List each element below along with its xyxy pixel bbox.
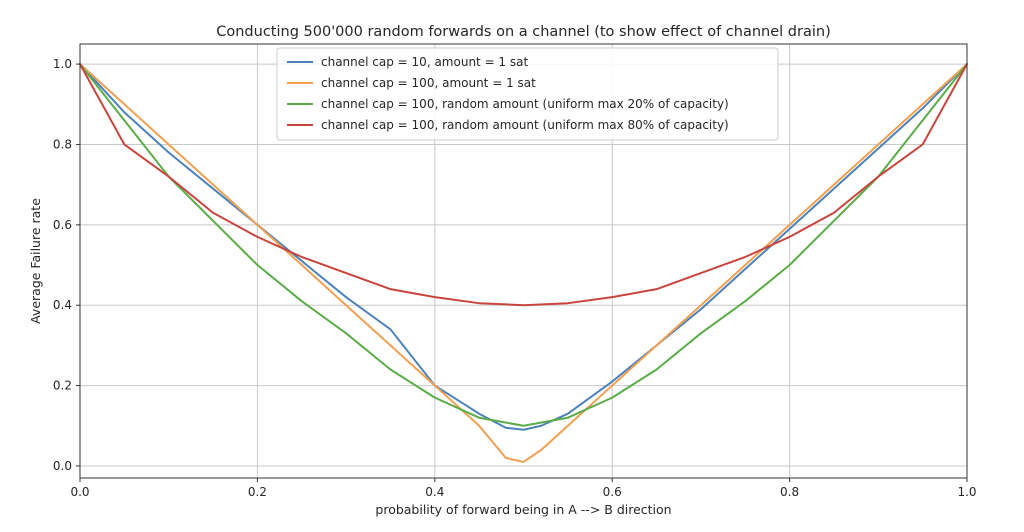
y-tick-label: 0.8 — [53, 137, 72, 151]
x-tick-label: 0.2 — [248, 485, 267, 499]
x-axis-label: probability of forward being in A --> B … — [375, 502, 671, 517]
x-axis-ticks: 0.0 0.2 0.4 0.6 0.8 1.0 — [70, 478, 977, 499]
x-tick-label: 0.6 — [603, 485, 622, 499]
y-axis-ticks: 0.0 0.2 0.4 0.6 0.8 1.0 — [53, 57, 80, 473]
legend-entry-label: channel cap = 100, random amount (unifor… — [321, 97, 729, 111]
y-tick-label: 0.4 — [53, 298, 72, 312]
chart-title: Conducting 500'000 random forwards on a … — [216, 24, 830, 40]
y-tick-label: 1.0 — [53, 57, 72, 71]
legend: channel cap = 10, amount = 1 sat channel … — [276, 47, 779, 141]
series-line-2 — [79, 63, 968, 463]
y-axis-label: Average Failure rate — [28, 198, 43, 324]
plot-frame — [79, 43, 968, 479]
series-line-4 — [79, 63, 968, 307]
legend-box — [276, 47, 779, 141]
y-tick-label: 0.2 — [53, 379, 72, 393]
legend-entry-label: channel cap = 100, random amount (unifor… — [321, 118, 729, 132]
series-line-3 — [79, 63, 968, 427]
y-tick-label: 0.0 — [53, 459, 72, 473]
series-lines — [79, 63, 968, 463]
x-tick-label: 1.0 — [957, 485, 976, 499]
y-tick-label: 0.6 — [53, 218, 72, 232]
x-tick-label: 0.8 — [780, 485, 799, 499]
x-tick-label: 0.4 — [425, 485, 444, 499]
x-tick-label: 0.0 — [70, 485, 89, 499]
legend-entry-label: channel cap = 10, amount = 1 sat — [321, 55, 528, 69]
legend-entry-label: channel cap = 100, amount = 1 sat — [321, 76, 536, 90]
